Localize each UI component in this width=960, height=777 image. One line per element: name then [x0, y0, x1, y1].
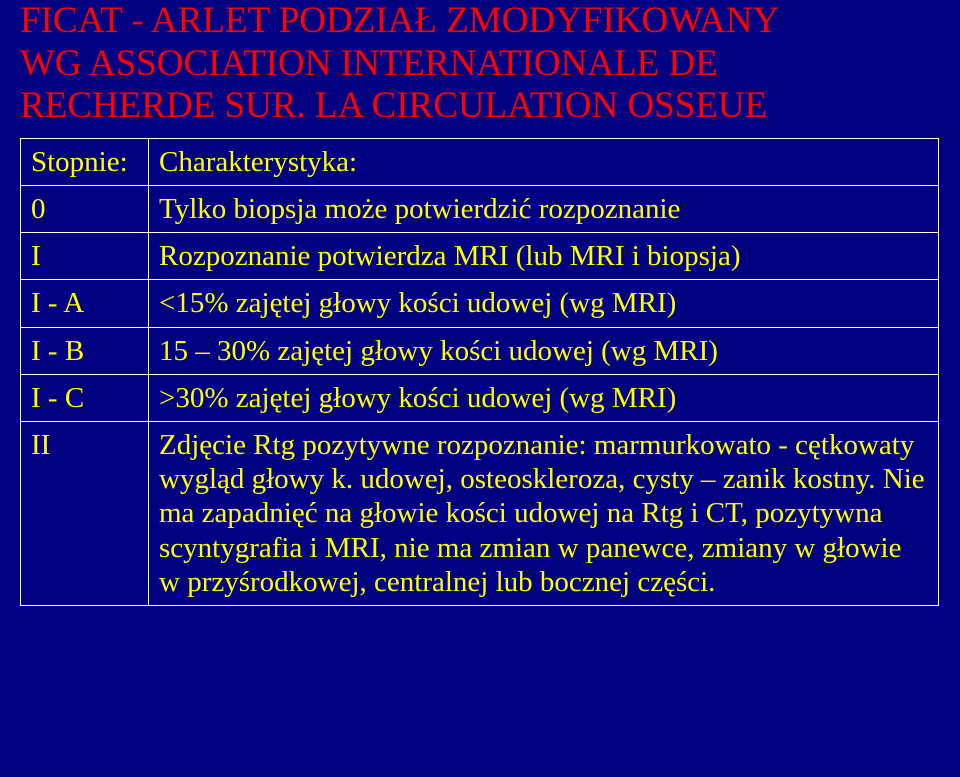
table-row: I - A <15% zajętej głowy kości udowej (w…	[21, 280, 939, 327]
stage-cell: I - B	[21, 327, 149, 374]
title-line-2: WG ASSOCIATION INTERNATIONALE DE	[20, 43, 718, 84]
table-row: I - B 15 – 30% zajętej głowy kości udowe…	[21, 327, 939, 374]
title-line-3: RECHERDE SUR. LA CIRCULATION OSSEUE	[20, 85, 767, 126]
desc-cell: Tylko biopsja może potwierdzić rozpoznan…	[149, 185, 939, 232]
stage-cell: I	[21, 233, 149, 280]
table-row: I - C >30% zajętej głowy kości udowej (w…	[21, 374, 939, 421]
desc-cell: <15% zajętej głowy kości udowej (wg MRI)	[149, 280, 939, 327]
header-charakterystyka: Charakterystyka:	[149, 138, 939, 185]
slide-title: FICAT - ARLET PODZIAŁ ZMODYFIKOWANY WG A…	[0, 0, 960, 138]
table-row: II Zdjęcie Rtg pozytywne rozpoznanie: ma…	[21, 421, 939, 605]
header-stopnie: Stopnie:	[21, 138, 149, 185]
stage-cell: I - A	[21, 280, 149, 327]
table-row: I Rozpoznanie potwierdza MRI (lub MRI i …	[21, 233, 939, 280]
title-line-1: FICAT - ARLET PODZIAŁ ZMODYFIKOWANY	[20, 0, 779, 41]
table-header-row: Stopnie: Charakterystyka:	[21, 138, 939, 185]
stage-cell: 0	[21, 185, 149, 232]
desc-cell: Zdjęcie Rtg pozytywne rozpoznanie: marmu…	[149, 421, 939, 605]
desc-cell: 15 – 30% zajętej głowy kości udowej (wg …	[149, 327, 939, 374]
table-row: 0 Tylko biopsja może potwierdzić rozpozn…	[21, 185, 939, 232]
desc-cell: Rozpoznanie potwierdza MRI (lub MRI i bi…	[149, 233, 939, 280]
stage-cell: II	[21, 421, 149, 605]
stage-cell: I - C	[21, 374, 149, 421]
desc-cell: >30% zajętej głowy kości udowej (wg MRI)	[149, 374, 939, 421]
classification-table: Stopnie: Charakterystyka: 0 Tylko biopsj…	[20, 138, 939, 606]
